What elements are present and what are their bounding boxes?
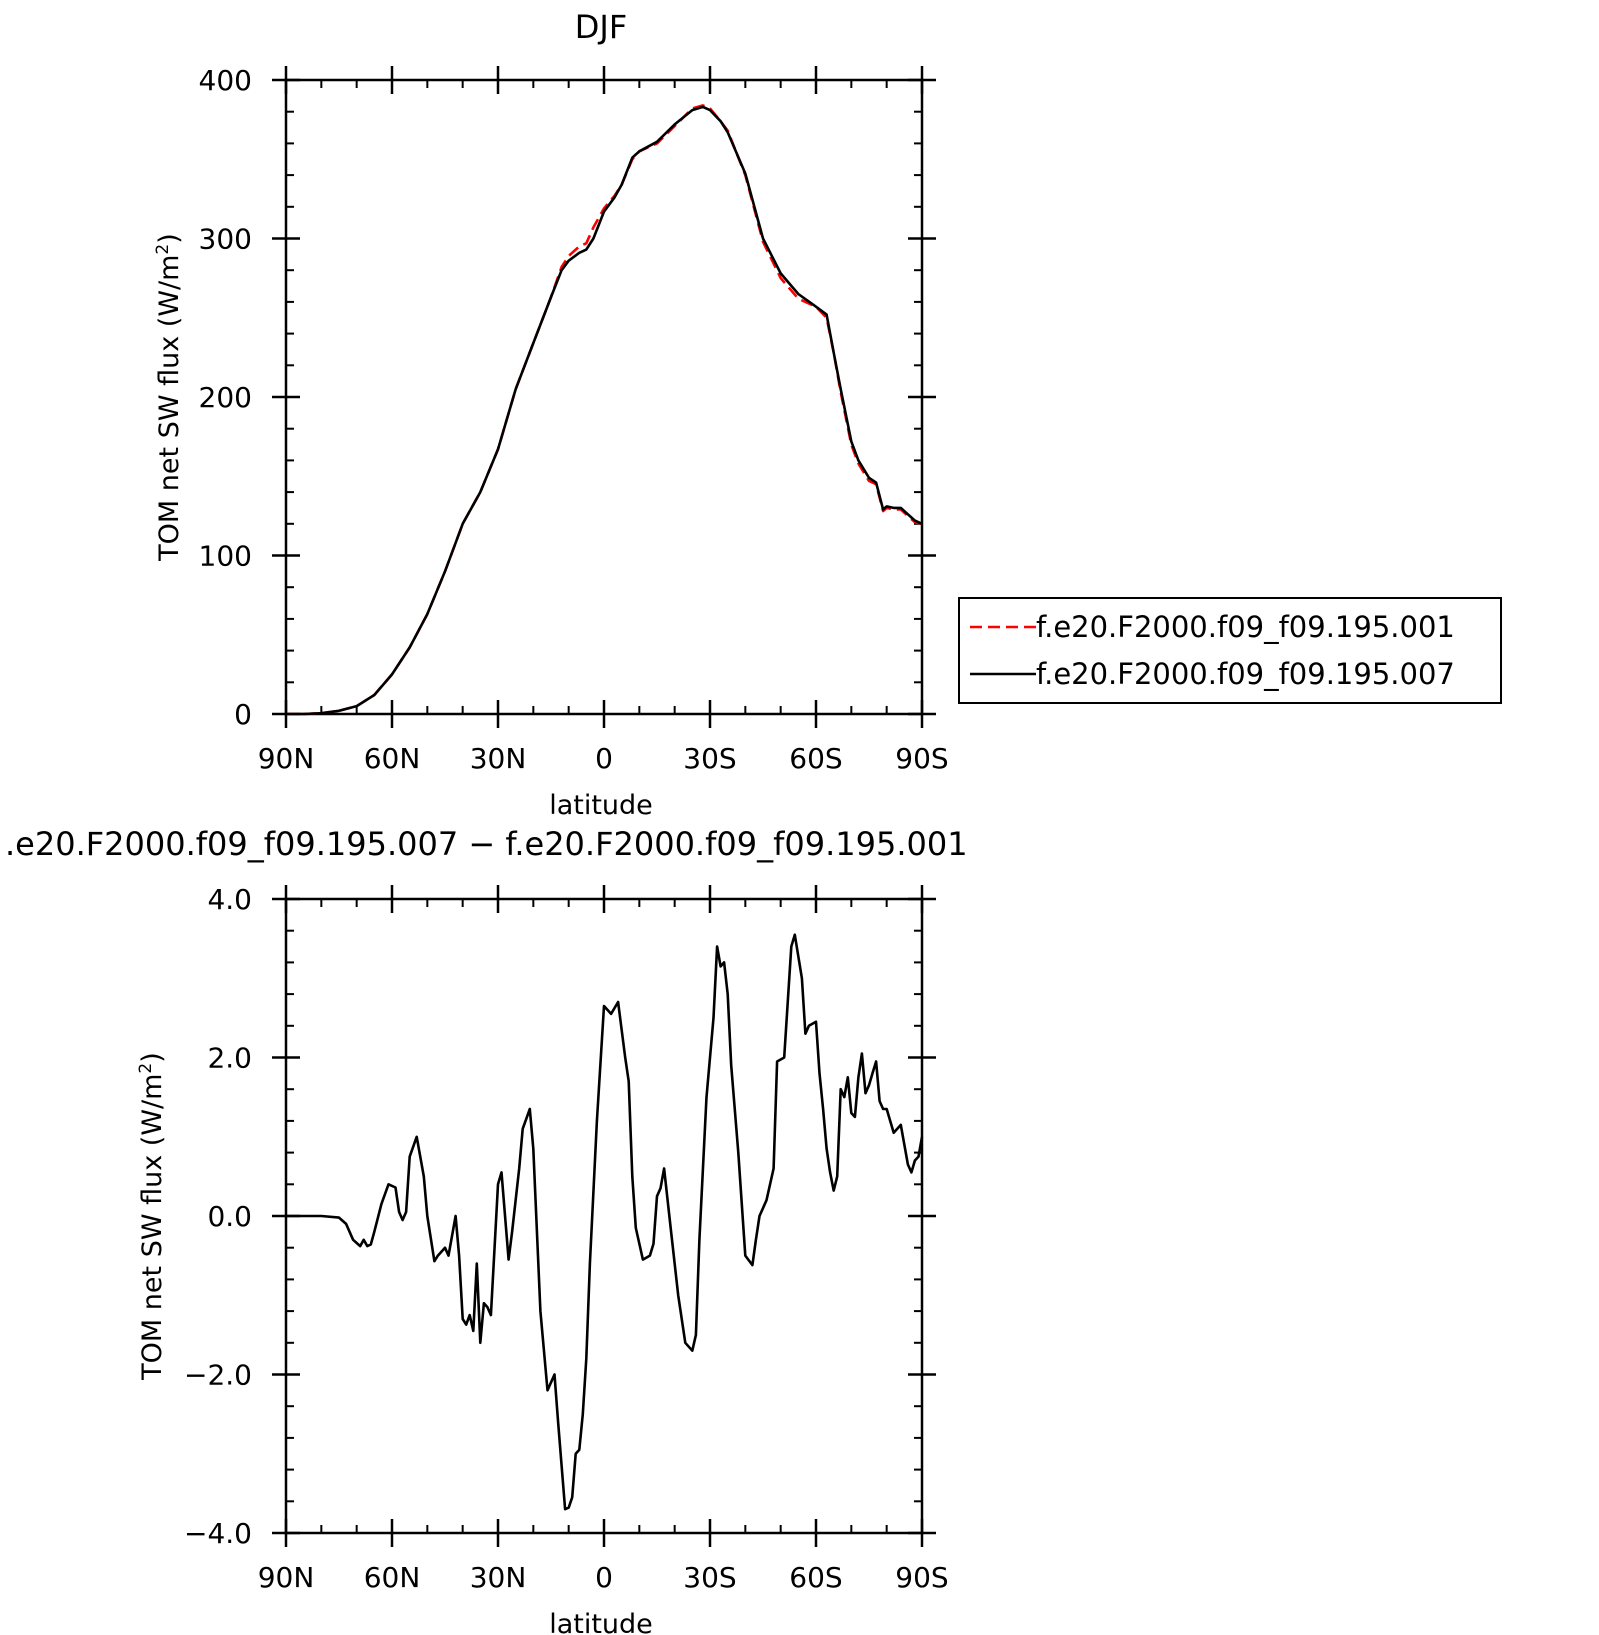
x-tick-label: 90N xyxy=(258,1561,315,1594)
bottom-plot-frame xyxy=(284,897,924,1535)
x-tick-label: 30N xyxy=(470,1561,527,1594)
x-tick-label: 90N xyxy=(258,742,315,775)
bottom-chart-title: .e20.F2000.f09_f09.195.007 − f.e20.F2000… xyxy=(5,825,968,863)
x-tick-label: 60S xyxy=(789,742,842,775)
legend-label-001: f.e20.F2000.f09_f09.195.001 xyxy=(1036,610,1455,644)
y-tick-label: −2.0 xyxy=(184,1359,252,1392)
top-y-tick-labels: 0 100 200 300 400 xyxy=(199,64,252,731)
bottom-y-axis-label: TOM net SW flux (W/m2) xyxy=(136,1052,168,1381)
y-tick-label: 2.0 xyxy=(207,1042,252,1075)
y-tick-label: 300 xyxy=(199,223,252,256)
bottom-x-tick-labels: 90N 60N 30N 0 30S 60S 90S xyxy=(258,1561,949,1594)
top-y-axis-label: TOM net SW flux (W/m2) xyxy=(153,233,185,562)
top-y-label-close: ) xyxy=(154,233,185,244)
top-chart-title: DJF xyxy=(575,8,627,46)
top-series-line-1 xyxy=(286,104,923,716)
y-tick-label: 400 xyxy=(199,64,252,97)
y-tick-label: 200 xyxy=(199,381,252,414)
top-plot-frame xyxy=(284,78,924,716)
bottom-tick-marks xyxy=(272,885,936,1547)
bottom-y-label-main: TOM net SW flux (W/m xyxy=(137,1074,168,1381)
top-x-tick-labels: 90N 60N 30N 0 30S 60S 90S xyxy=(258,742,949,775)
x-tick-label: 0 xyxy=(595,1561,613,1594)
bottom-y-label-close: ) xyxy=(137,1052,168,1063)
bottom-y-label-sup: 2 xyxy=(136,1063,156,1074)
legend: f.e20.F2000.f09_f09.195.001 f.e20.F2000.… xyxy=(958,597,1502,704)
y-tick-label: 100 xyxy=(199,540,252,573)
top-y-label-main: TOM net SW flux (W/m xyxy=(154,255,185,562)
x-tick-label: 90S xyxy=(895,742,948,775)
x-tick-label: 90S xyxy=(895,1561,948,1594)
bottom-x-axis-label: latitude xyxy=(549,1609,653,1635)
top-y-label-sup: 2 xyxy=(153,244,173,255)
y-tick-label: 0 xyxy=(234,698,252,731)
bottom-series-group xyxy=(286,933,924,1511)
bottom-panel: .e20.F2000.f09_f09.195.007 − f.e20.F2000… xyxy=(5,825,968,1635)
top-series-line-2 xyxy=(286,105,923,716)
bottom-series-line-1 xyxy=(286,933,924,1511)
x-tick-label: 60N xyxy=(364,742,421,775)
top-x-axis-label: latitude xyxy=(549,790,653,821)
legend-box xyxy=(958,597,1502,704)
y-tick-label: 0.0 xyxy=(207,1200,252,1233)
y-tick-label: 4.0 xyxy=(207,883,252,916)
x-tick-label: 30S xyxy=(683,1561,736,1594)
top-series-group xyxy=(286,104,923,716)
x-tick-label: 60S xyxy=(789,1561,842,1594)
x-tick-label: 60N xyxy=(364,1561,421,1594)
legend-label-007: f.e20.F2000.f09_f09.195.007 xyxy=(1036,657,1455,691)
x-tick-label: 30N xyxy=(470,742,527,775)
top-panel: DJF 0 100 200 300 400 90N 60N 30N 0 30S 60S 90S la… xyxy=(153,8,1502,821)
x-tick-label: 30S xyxy=(683,742,736,775)
bottom-y-tick-labels: −4.0 −2.0 0.0 2.0 4.0 xyxy=(184,883,252,1550)
top-tick-marks xyxy=(272,66,936,728)
x-tick-label: 0 xyxy=(595,742,613,775)
y-tick-label: −4.0 xyxy=(184,1517,252,1550)
